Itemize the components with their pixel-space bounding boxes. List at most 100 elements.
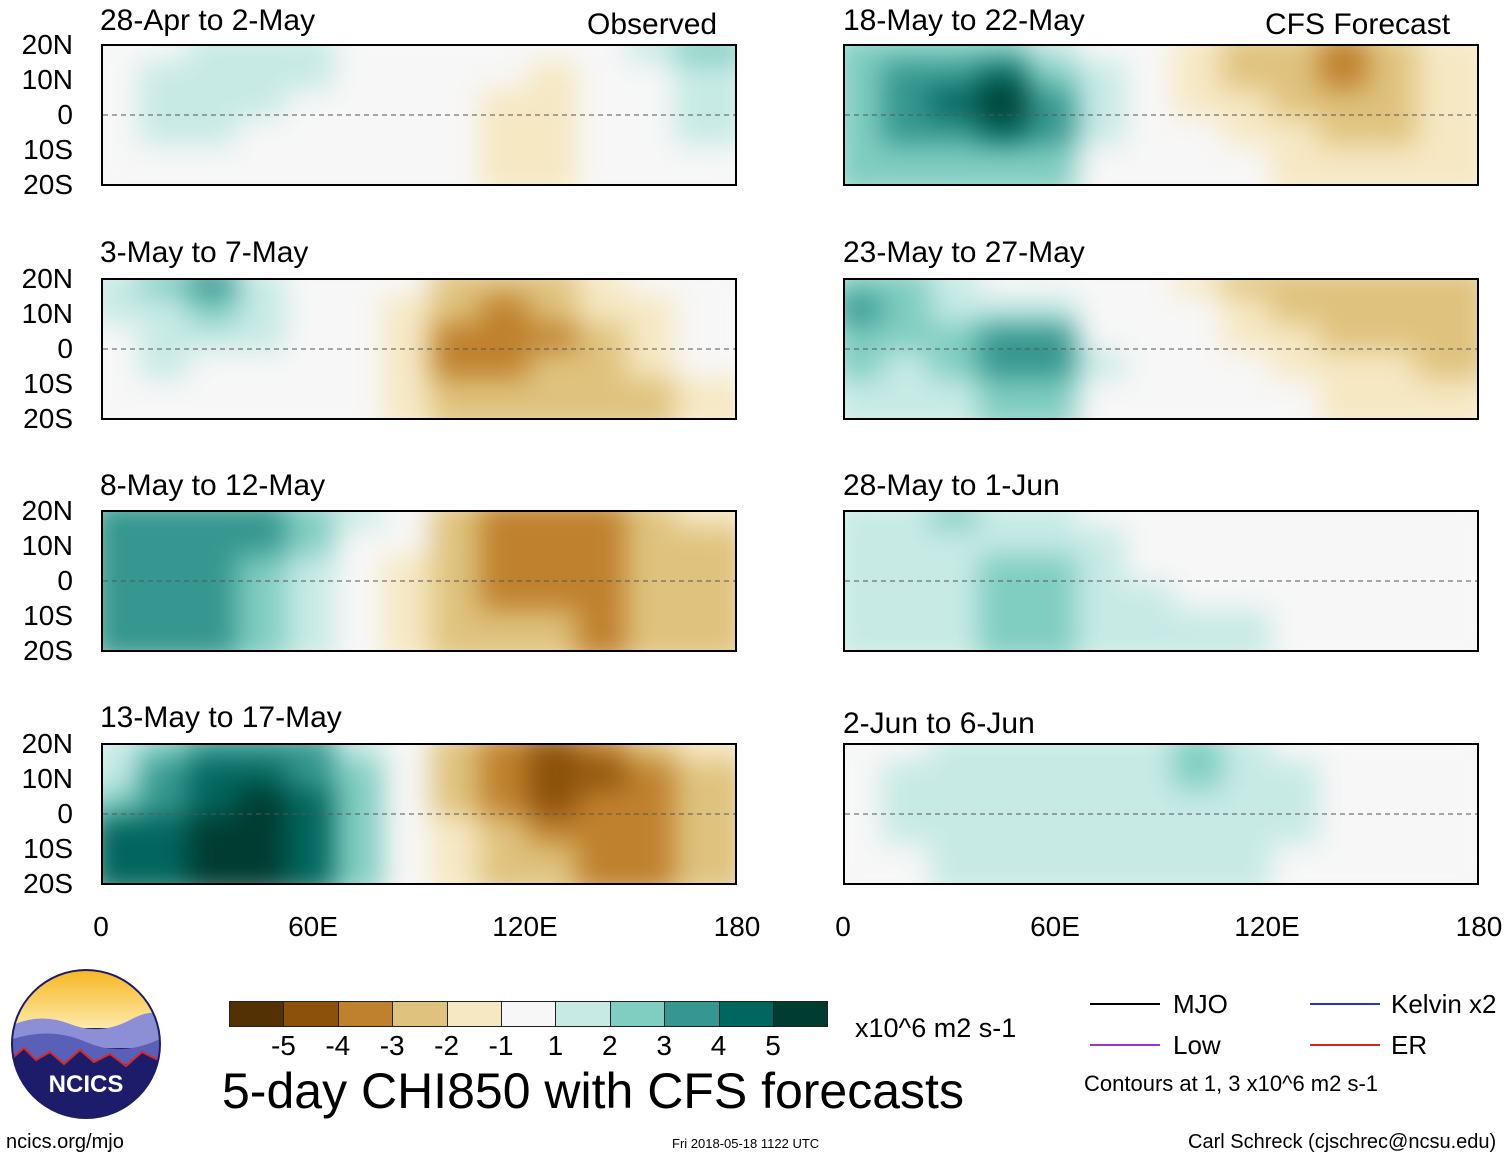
panel-title: 2-Jun to 6-Jun [843, 707, 1035, 740]
field-cell [1416, 843, 1477, 883]
field-svg [103, 512, 735, 650]
field-svg [103, 46, 735, 184]
logo-text: NCICS [49, 1071, 124, 1098]
legend-label-low: Low [1173, 1030, 1221, 1060]
x-tick-label: 180 [713, 911, 761, 942]
ncics-logo-graphic: NCICS [11, 969, 161, 1119]
legend-swatch-mjo [1090, 1003, 1160, 1005]
map-plot [101, 510, 737, 652]
legend-label-er: ER [1391, 1030, 1428, 1060]
panel-title: 28-Apr to 2-May [100, 4, 316, 37]
footer-timestamp: Fri 2018-05-18 1122 UTC [672, 1136, 820, 1151]
map-plot [843, 278, 1479, 420]
y-tick-label: 10S [23, 134, 73, 165]
field-svg [845, 280, 1477, 418]
colorbar-label: 5 [765, 1030, 781, 1061]
y-tick-label: 0 [57, 798, 73, 829]
panel-title: 23-May to 27-May [843, 236, 1085, 269]
colorbar-label: -1 [488, 1030, 514, 1061]
field-svg [845, 512, 1477, 650]
x-tick-label: 60E [288, 911, 338, 942]
colorbar-swatch [501, 1001, 557, 1027]
colorbar-swatch [337, 1001, 394, 1027]
colorbar-units: x10^6 m2 s-1 [855, 1013, 1017, 1043]
y-tick-label: 0 [57, 99, 73, 130]
legend-label-kelvin: Kelvin x2 [1391, 989, 1497, 1019]
legend-swatch-kelvin [1310, 1003, 1380, 1005]
x-tick-label: 0 [835, 911, 851, 942]
forecast-label: CFS Forecast [1265, 8, 1451, 41]
colorbar-label: 4 [710, 1030, 727, 1061]
observed-label: Observed [587, 8, 718, 41]
footer-credit: Carl Schreck (cjschrec@ncsu.edu) [1188, 1131, 1497, 1153]
colorbar-label: -5 [270, 1030, 296, 1061]
colorbar-swatch [773, 1001, 829, 1027]
y-tick-label: 10S [23, 600, 73, 631]
map-plot [843, 44, 1479, 186]
colorbar-swatch [718, 1001, 774, 1027]
field-svg [103, 745, 735, 883]
y-tick-label: 20N [21, 29, 73, 60]
legend-swatch-low [1090, 1044, 1160, 1046]
map-plot [101, 278, 737, 420]
y-tick-label: 0 [57, 333, 73, 364]
x-tick-label: 120E [492, 911, 558, 942]
y-tick-label: 20S [23, 169, 73, 200]
colorbar-label: 2 [602, 1030, 618, 1061]
field-cell [674, 843, 735, 883]
y-tick-label: 10N [21, 64, 73, 95]
y-tick-label: 10S [23, 833, 73, 864]
colorbar-label: -3 [379, 1030, 405, 1061]
panel-title: 13-May to 17-May [100, 701, 342, 734]
colorbar-swatch [283, 1001, 339, 1027]
colorbar-label: 3 [656, 1030, 672, 1061]
legend-swatch-er [1310, 1044, 1380, 1046]
y-tick-label: 20S [23, 868, 73, 899]
y-tick-label: 20S [23, 403, 73, 434]
colorbar-label: 1 [547, 1030, 564, 1061]
y-tick-label: 10N [21, 763, 73, 794]
y-tick-label: 10S [23, 368, 73, 399]
panel-title: 3-May to 7-May [100, 236, 309, 269]
panel-title: 28-May to 1-Jun [843, 469, 1060, 502]
field-cell [1416, 610, 1477, 650]
field-cell [1416, 144, 1477, 184]
map-plot [101, 44, 737, 186]
colorbar-label: -4 [325, 1030, 351, 1061]
ncics-logo: NCICS [10, 968, 162, 1120]
colorbar-swatch [392, 1001, 448, 1027]
field-svg [845, 745, 1477, 883]
colorbar-swatch [609, 1001, 666, 1027]
colorbar-label: -2 [434, 1030, 460, 1061]
field-cell [674, 378, 735, 418]
y-tick-label: 0 [57, 565, 73, 596]
x-tick-label: 180 [1455, 911, 1503, 942]
colorbar-swatch [664, 1001, 720, 1027]
y-tick-label: 20N [21, 263, 73, 294]
x-tick-label: 60E [1030, 911, 1080, 942]
legend-label-mjo: MJO [1173, 989, 1228, 1019]
colorbar-swatch [229, 1001, 285, 1027]
x-tick-label: 0 [93, 911, 109, 942]
field-svg [103, 280, 735, 418]
field-cell [674, 610, 735, 650]
figure-title: 5-day CHI850 with CFS forecasts [222, 1063, 964, 1119]
panel-title: 8-May to 12-May [100, 469, 326, 502]
map-plot [843, 743, 1479, 885]
footer-url: ncics.org/mjo [6, 1131, 124, 1153]
y-tick-label: 10N [21, 298, 73, 329]
field-cell [1416, 378, 1477, 418]
x-tick-label: 120E [1234, 911, 1300, 942]
contour-note: Contours at 1, 3 x10^6 m2 s-1 [1084, 1071, 1379, 1096]
field-svg [845, 46, 1477, 184]
colorbar-swatch [446, 1001, 502, 1027]
panel-title: 18-May to 22-May [843, 4, 1085, 37]
y-tick-label: 20N [21, 495, 73, 526]
map-plot [101, 743, 737, 885]
field-cell [674, 144, 735, 184]
colorbar-swatch [555, 1001, 611, 1027]
y-tick-label: 10N [21, 530, 73, 561]
y-tick-label: 20N [21, 728, 73, 759]
y-tick-label: 20S [23, 635, 73, 666]
map-plot [843, 510, 1479, 652]
